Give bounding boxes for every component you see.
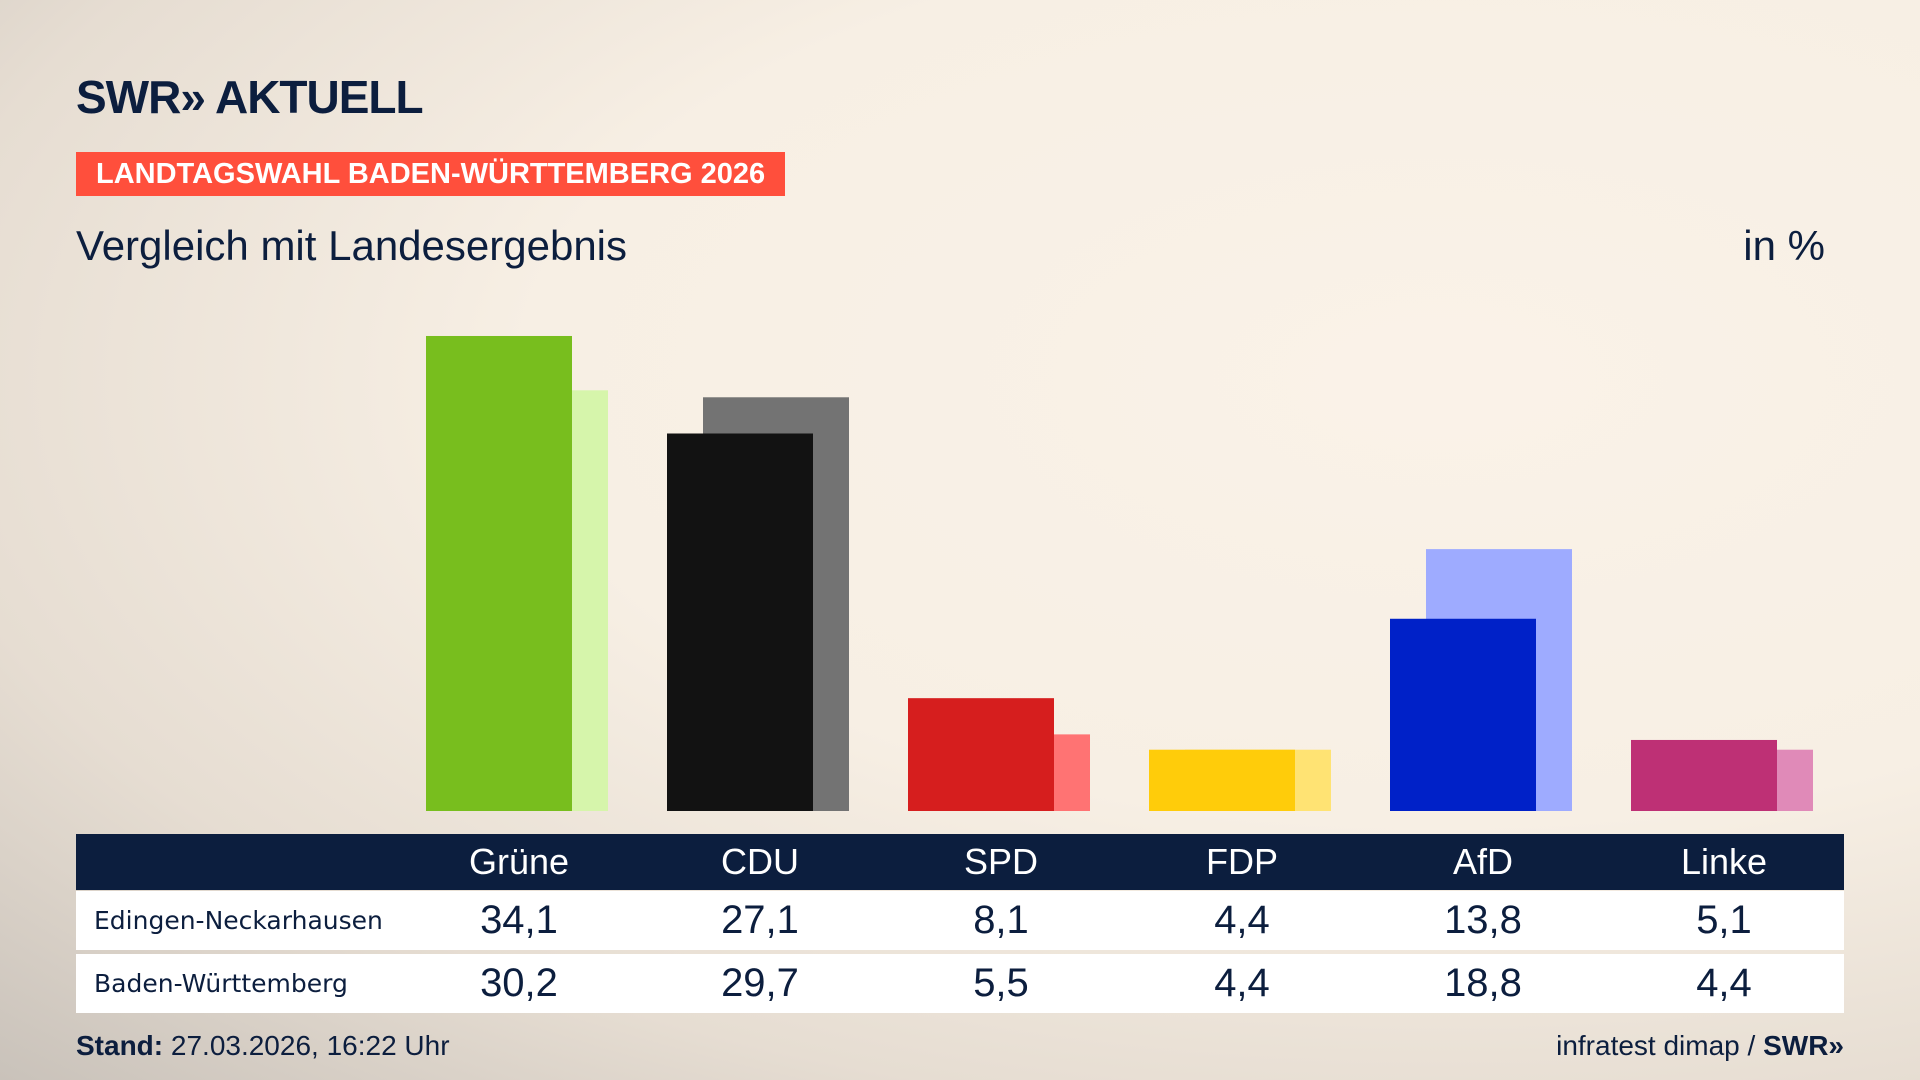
bar-wahlkreis-1 (667, 433, 813, 811)
party-header: AfD (1452, 841, 1513, 882)
value-cell: 30,2 (480, 961, 558, 1005)
value-cell: 4,4 (1214, 961, 1270, 1005)
bar-wahlkreis-4 (1390, 618, 1536, 811)
timestamp: Stand: 27.03.2026, 16:22 Uhr (76, 1030, 450, 1062)
swr-logo-small: SWR» (1763, 1030, 1844, 1061)
value-cell: 5,5 (973, 961, 1029, 1005)
chart-subtitle: Vergleich mit Landesergebnis (76, 222, 628, 269)
row-label: Baden-Württemberg (94, 969, 348, 998)
value-cell: 4,4 (1214, 898, 1270, 942)
value-cell: 4,4 (1696, 961, 1752, 1005)
party-header: Linke (1680, 841, 1768, 882)
value-cell: 5,1 (1696, 898, 1752, 942)
value-cell: 13,8 (1444, 898, 1522, 942)
party-header: SPD (963, 841, 1039, 882)
bar-wahlkreis-3 (1149, 749, 1295, 811)
value-cell: 29,7 (721, 961, 799, 1005)
source-text: infratest dimap / (1556, 1030, 1764, 1061)
value-cell: 34,1 (480, 898, 558, 942)
swr-aktuell-logo: SWR» AKTUELL (76, 71, 424, 123)
bar-wahlkreis-5 (1631, 739, 1777, 811)
table-row: Baden-Württemberg 30,2 29,7 5,5 4,4 18,8 4,4 (76, 954, 1844, 1013)
party-header: CDU (721, 841, 799, 882)
unit-label: in % (1743, 222, 1825, 269)
stand-value: 27.03.2026, 16:22 Uhr (163, 1030, 450, 1061)
bar-wahlkreis-2 (908, 698, 1054, 811)
value-cell: 27,1 (721, 898, 799, 942)
value-cell: 8,1 (973, 898, 1029, 942)
results-table: Grüne CDU SPD FDP AfD Linke Edingen-Neckarhau… (76, 834, 1844, 1013)
row-label: Edingen-Neckarhausen (94, 906, 383, 935)
election-banner: LANDTAGSWAHL BADEN-WÜRTTEMBERG 2026 (76, 152, 786, 196)
party-header: Grüne (468, 841, 570, 882)
value-cell: 18,8 (1444, 961, 1522, 1005)
bar-wahlkreis-0 (426, 335, 572, 811)
party-header: FDP (1206, 841, 1278, 882)
source: infratest dimap / SWR» (1556, 1030, 1844, 1062)
table-header: Grüne CDU SPD FDP AfD Linke (76, 834, 1844, 890)
table-row: Edingen-Neckarhausen 34,1 27,1 8,1 4,4 13,8 5… (76, 891, 1844, 950)
stand-label: Stand: (76, 1030, 164, 1061)
